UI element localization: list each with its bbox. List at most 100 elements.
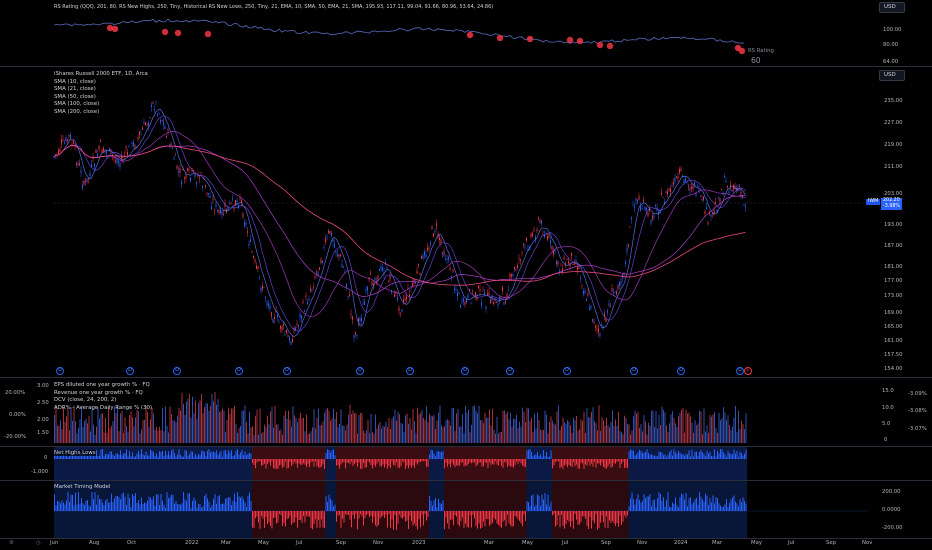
mtm-bar bbox=[525, 511, 526, 521]
volume-bar bbox=[375, 414, 376, 443]
mtm-bar bbox=[112, 502, 114, 511]
volume-bar bbox=[271, 406, 273, 443]
nhl-regime bbox=[195, 447, 197, 480]
eps-growth-label[interactable]: EPS diluted one year growth % · FQ bbox=[54, 382, 150, 388]
dividend-marker[interactable]: D bbox=[461, 367, 469, 375]
dividend-marker[interactable]: D bbox=[563, 367, 571, 375]
nhl-bar bbox=[654, 455, 655, 459]
currency-button[interactable]: USD bbox=[879, 2, 905, 13]
study-sma-10[interactable]: SMA (10, close) bbox=[54, 78, 96, 85]
dividend-marker[interactable]: D bbox=[235, 367, 243, 375]
dividend-marker[interactable]: D bbox=[283, 367, 291, 375]
dividend-marker[interactable]: D bbox=[173, 367, 181, 375]
price-currency-button[interactable]: USD bbox=[879, 70, 905, 81]
dividend-marker[interactable]: D bbox=[126, 367, 134, 375]
study-sma-21[interactable]: SMA (21, close) bbox=[54, 86, 96, 93]
volume-bar bbox=[363, 430, 364, 443]
mtm-bar bbox=[214, 494, 216, 511]
nhl-bar bbox=[121, 455, 123, 459]
pane-separator[interactable] bbox=[0, 377, 932, 378]
market-timing-pane[interactable]: Market Timing Model 200.00 0.0000 -200.0… bbox=[0, 481, 932, 538]
nhl-bar bbox=[622, 459, 624, 462]
volume-bar bbox=[666, 425, 667, 443]
price-pane[interactable]: iShares Russell 2000 ETF, 1D, Arca SMA (… bbox=[0, 67, 932, 377]
nhl-bar bbox=[504, 459, 505, 462]
candle-body bbox=[446, 258, 448, 260]
nhl-bar bbox=[682, 453, 684, 459]
volume-bar bbox=[568, 421, 570, 443]
settings-icon[interactable]: ⚙ bbox=[9, 540, 14, 546]
candle-body bbox=[373, 284, 374, 286]
volume-bar bbox=[721, 418, 723, 443]
mtm-bar bbox=[177, 504, 178, 511]
mtm-regime bbox=[306, 481, 308, 538]
net-highs-lows-pane[interactable]: Net Highs Lows 0 -1,000 bbox=[0, 447, 932, 480]
mtm-regime bbox=[357, 481, 359, 538]
nhl-bar bbox=[400, 459, 402, 467]
dcv-label[interactable]: DCV (close, 24, 200, 2) bbox=[54, 397, 117, 404]
candle-body bbox=[356, 334, 358, 336]
adr-label[interactable]: ADR% - Average Daily Range % (30) bbox=[54, 404, 152, 411]
mtm-bar bbox=[558, 511, 559, 516]
candle-body bbox=[593, 321, 595, 323]
revenue-growth-label[interactable]: Revenue one year growth % · FQ bbox=[54, 389, 143, 396]
volume-bar bbox=[714, 412, 715, 443]
pane-separator[interactable] bbox=[0, 480, 932, 481]
dividend-marker[interactable]: D bbox=[630, 367, 638, 375]
goto-date-icon[interactable]: ◷ bbox=[36, 540, 41, 546]
study-sma-200[interactable]: SMA (200, close) bbox=[54, 108, 100, 115]
rs-rating-pane[interactable]: RS Rating (QQQ, 201, 80, RS New Highs, 2… bbox=[0, 0, 932, 66]
mtm-bar bbox=[174, 503, 175, 511]
mtm-bar bbox=[132, 494, 133, 511]
rs-new-low-marker bbox=[466, 31, 474, 39]
study-sma-50[interactable]: SMA (50, close) bbox=[54, 93, 96, 100]
volume-bar bbox=[228, 407, 229, 443]
mtm-bar bbox=[537, 494, 538, 511]
dividend-marker[interactable]: D bbox=[406, 367, 414, 375]
earnings-marker[interactable]: E bbox=[744, 367, 752, 375]
mtm-bar bbox=[726, 499, 727, 511]
mtm-regime bbox=[315, 481, 317, 538]
nhl-regime bbox=[445, 447, 448, 480]
candle-body bbox=[611, 288, 613, 292]
mtm-bar bbox=[240, 497, 241, 511]
dividend-marker[interactable]: D bbox=[677, 367, 685, 375]
mtm-regime bbox=[556, 481, 559, 538]
pane-separator[interactable] bbox=[0, 446, 932, 447]
candle-body bbox=[437, 233, 439, 238]
nhl-regime bbox=[582, 447, 584, 480]
study-sma-100[interactable]: SMA (100, close) bbox=[54, 101, 100, 108]
nhl-regime bbox=[181, 447, 184, 480]
mtm-regime bbox=[405, 481, 407, 538]
nhl-bar bbox=[127, 456, 129, 459]
volume-bar bbox=[76, 433, 78, 443]
nhl-bar bbox=[256, 459, 258, 463]
mtm-bar bbox=[216, 503, 217, 511]
dividend-marker[interactable]: D bbox=[356, 367, 364, 375]
volume-bar bbox=[229, 413, 231, 443]
volume-bar bbox=[346, 424, 348, 443]
nhl-regime bbox=[237, 447, 239, 480]
nhl-bar bbox=[727, 451, 729, 459]
pane-separator[interactable] bbox=[0, 66, 932, 67]
volume-bar bbox=[586, 408, 588, 443]
mtm-bar bbox=[217, 496, 219, 511]
volume-bar bbox=[496, 416, 498, 443]
volume-bar bbox=[589, 416, 591, 443]
mtm-bar bbox=[123, 492, 124, 511]
fundamentals-pane[interactable]: EPS diluted one year growth % · FQ Reven… bbox=[0, 378, 932, 446]
dividend-marker[interactable]: D bbox=[56, 367, 64, 375]
nhl-bar bbox=[390, 459, 391, 469]
nhl-regime bbox=[118, 447, 121, 480]
nhl-regime bbox=[193, 447, 196, 480]
time-axis-label: Nov bbox=[862, 540, 873, 546]
mtm-regime bbox=[624, 481, 626, 538]
dividend-marker[interactable]: D bbox=[506, 367, 514, 375]
mtm-regime bbox=[396, 481, 398, 538]
candle-body bbox=[427, 247, 428, 250]
dividend-marker[interactable]: D bbox=[736, 367, 744, 375]
mtm-bar bbox=[117, 495, 118, 511]
nhl-bar bbox=[723, 452, 724, 459]
volume-bar bbox=[409, 418, 411, 443]
mtm-bar bbox=[303, 511, 304, 517]
